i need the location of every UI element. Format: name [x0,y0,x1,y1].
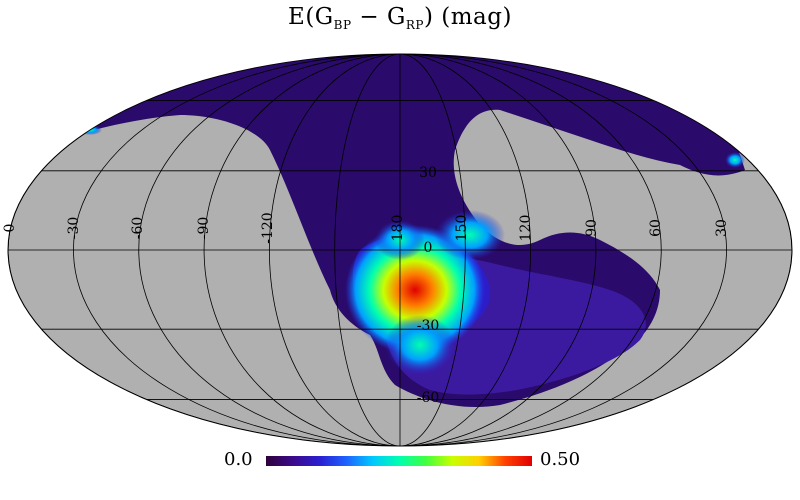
longitude-label: 90 [584,219,600,237]
colorbar-min-label: 0.0 [224,449,253,470]
latitude-label: -60 [417,390,440,406]
warm-spot-edge [725,152,745,168]
extinction-data-layer [75,54,745,408]
colorbar [266,456,532,466]
longitude-label: 0 [2,224,18,233]
latitude-label: 0 [424,240,433,256]
warm-spot-south [385,315,455,375]
colorbar-max-label: 0.50 [540,449,581,470]
longitude-label: -120 [260,212,276,243]
graticule [8,54,792,446]
latitude-labels: 30 0 -30 -60 [417,165,440,406]
longitude-label: 60 [648,219,664,237]
longitude-label: 150 [454,215,470,242]
hot-spot [345,225,485,355]
longitude-label: 30 [714,219,730,237]
longitude-label: -30 [66,217,82,240]
longitude-label: 180 [390,215,406,242]
longitude-label: -90 [196,217,212,240]
longitude-label: -60 [130,217,146,240]
map-title: E(GBP − GRP) (mag) [288,4,512,32]
longitude-labels: 0 -30 -60 -90 -120 180 150 120 90 60 30 [2,212,730,243]
latitude-label: 30 [419,165,437,181]
latitude-label: -30 [417,318,440,334]
warm-spot-east [435,210,505,260]
longitude-label: 120 [518,215,534,242]
